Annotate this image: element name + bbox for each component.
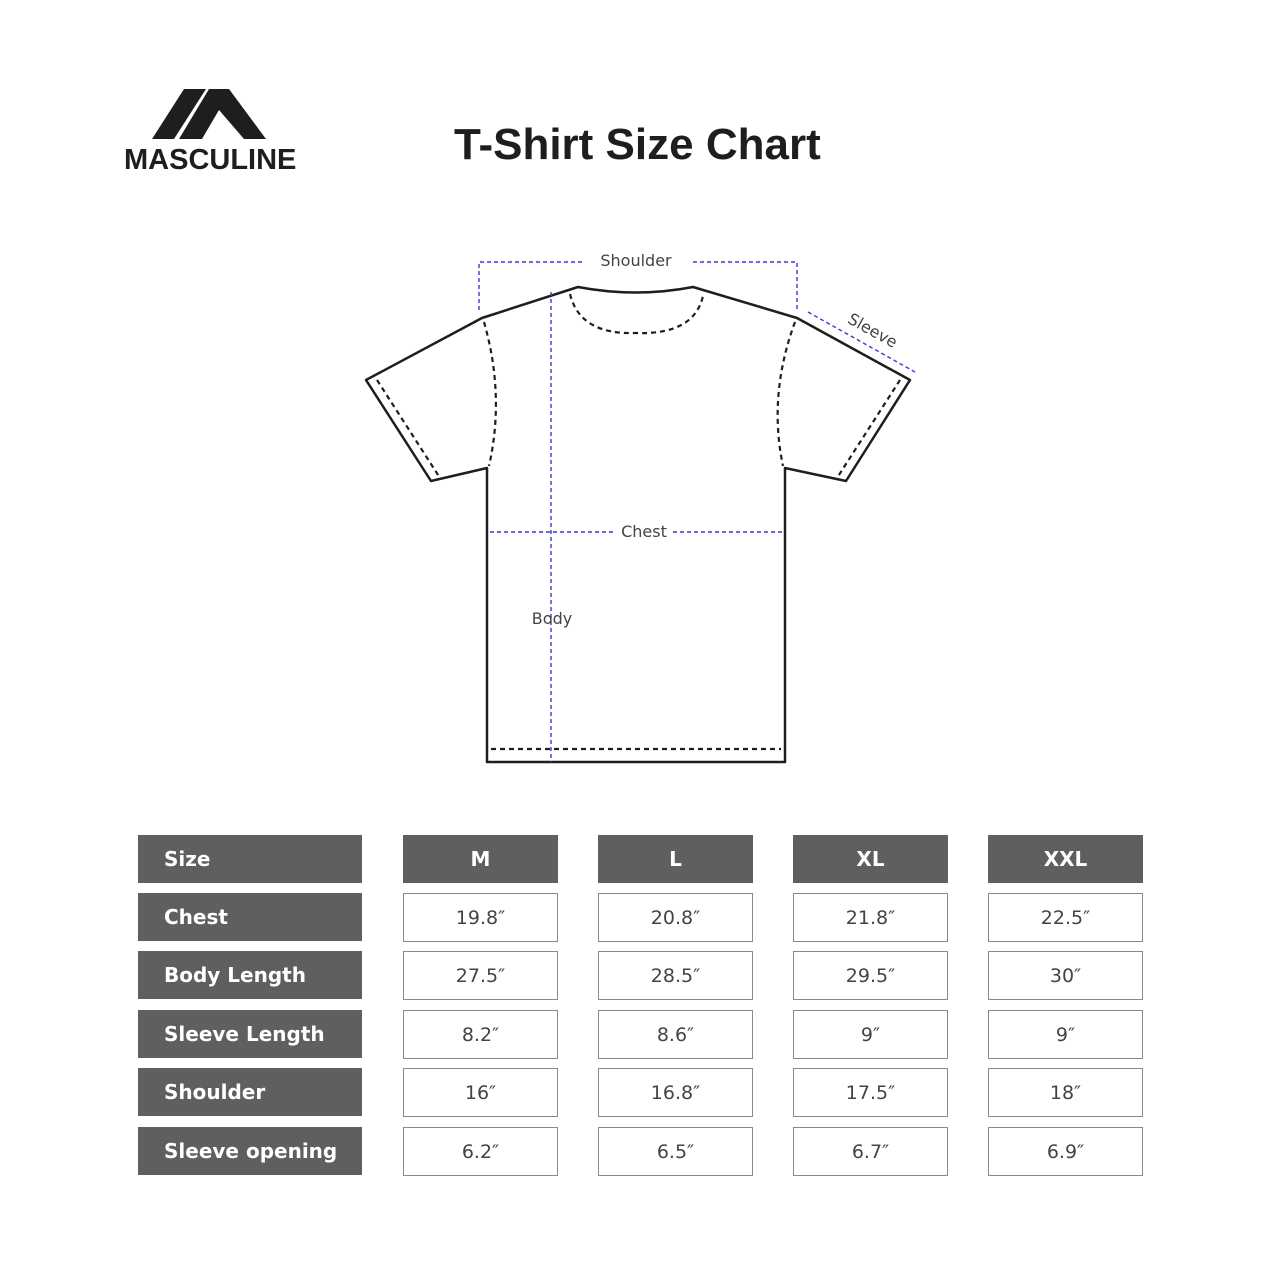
- table-cell: 19.8″: [403, 893, 558, 942]
- table-cell: 20.8″: [598, 893, 753, 942]
- table-cell: 21.8″: [793, 893, 948, 942]
- table-cell: 16″: [403, 1068, 558, 1117]
- size-header: Size: [138, 835, 362, 883]
- table-cell: 9″: [793, 1010, 948, 1059]
- brand-name: MASCULINE: [124, 144, 297, 176]
- shoulder-label: Shoulder: [600, 251, 672, 270]
- tshirt-outline: [364, 285, 912, 764]
- sleeve-label: Sleeve: [845, 309, 901, 352]
- table-cell: 6.2″: [403, 1127, 558, 1176]
- table-cell: 22.5″: [988, 893, 1143, 942]
- row-label: Chest: [138, 893, 362, 941]
- row-label: Body Length: [138, 951, 362, 999]
- size-col-xxl: XXL: [988, 835, 1143, 883]
- chest-label: Chest: [621, 522, 667, 541]
- body-label: Body: [532, 609, 572, 628]
- tshirt-stitching: [376, 293, 901, 751]
- brand-logo-icon: [152, 89, 266, 139]
- table-cell: 9″: [988, 1010, 1143, 1059]
- tshirt-diagram: Shoulder Sleeve Chest Body: [364, 251, 916, 764]
- size-col-xl: XL: [793, 835, 948, 883]
- size-col-m: M: [403, 835, 558, 883]
- measure-lines: [478, 261, 916, 762]
- table-cell: 17.5″: [793, 1068, 948, 1117]
- row-label: Sleeve Length: [138, 1010, 362, 1058]
- table-cell: 6.9″: [988, 1127, 1143, 1176]
- table-cell: 29.5″: [793, 951, 948, 1000]
- row-label: Shoulder: [138, 1068, 362, 1116]
- table-cell: 27.5″: [403, 951, 558, 1000]
- row-label: Sleeve opening: [138, 1127, 362, 1175]
- table-cell: 28.5″: [598, 951, 753, 1000]
- table-cell: 18″: [988, 1068, 1143, 1117]
- table-cell: 16.8″: [598, 1068, 753, 1117]
- table-cell: 30″: [988, 951, 1143, 1000]
- table-cell: 8.6″: [598, 1010, 753, 1059]
- table-cell: 6.5″: [598, 1127, 753, 1176]
- size-col-l: L: [598, 835, 753, 883]
- table-cell: 6.7″: [793, 1127, 948, 1176]
- page-title: T-Shirt Size Chart: [454, 120, 821, 169]
- table-cell: 8.2″: [403, 1010, 558, 1059]
